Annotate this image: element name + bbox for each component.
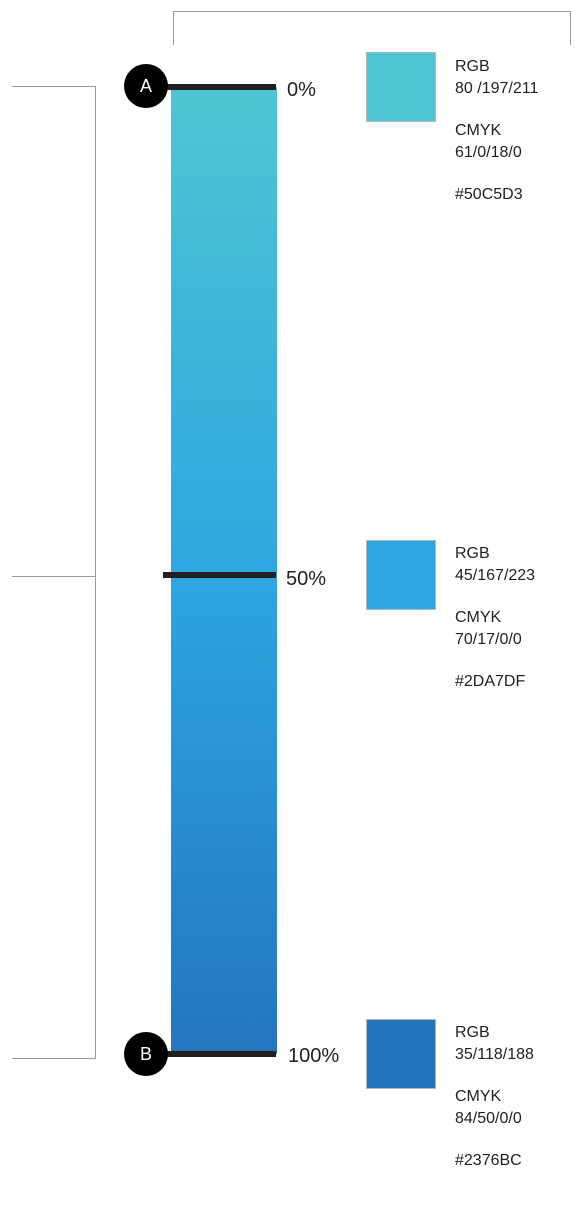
cmyk-value: 84/50/0/0 xyxy=(455,1110,522,1127)
left-bracket-vertical xyxy=(95,86,96,1059)
percent-label-0: 0% xyxy=(287,79,316,101)
left-bracket-top-arm xyxy=(12,86,96,87)
gradient-bar xyxy=(171,87,277,1054)
cmyk-value: 61/0/18/0 xyxy=(455,144,522,161)
top-bracket-right-leg xyxy=(570,11,571,45)
percent-label-50: 50% xyxy=(286,568,327,590)
rgb-value: 35/118/188 xyxy=(455,1046,534,1063)
cmyk-label: CMYK xyxy=(455,609,502,626)
rgb-label: RGB xyxy=(455,1024,490,1041)
hex-value: #2DA7DF xyxy=(455,673,526,690)
cmyk-value: 70/17/0/0 xyxy=(455,631,522,648)
color-swatch-0 xyxy=(366,52,436,122)
left-bracket-bottom-arm xyxy=(12,1058,96,1059)
color-swatch-50 xyxy=(366,540,436,610)
marker-b: B xyxy=(124,1032,168,1076)
tick-0-percent xyxy=(166,84,276,90)
tick-50-percent xyxy=(163,572,276,578)
rgb-label: RGB xyxy=(455,545,490,562)
top-bracket-left-leg xyxy=(173,11,174,45)
hex-value: #2376BC xyxy=(455,1152,522,1169)
cmyk-label: CMYK xyxy=(455,1088,502,1105)
top-bracket-horizontal xyxy=(173,11,570,12)
rgb-value: 45/167/223 xyxy=(455,567,536,584)
color-info-0: RGB 80 /197/211 CMYK 61/0/18/0 #50C5D3 xyxy=(455,56,581,206)
cmyk-label: CMYK xyxy=(455,122,502,139)
color-info-50: RGB 45/167/223 CMYK 70/17/0/0 #2DA7DF xyxy=(455,543,581,693)
percent-label-100: 100% xyxy=(288,1045,340,1067)
marker-a: A xyxy=(124,64,168,108)
left-bracket-middle-arm xyxy=(12,576,96,577)
color-info-100: RGB 35/118/188 CMYK 84/50/0/0 #2376BC xyxy=(455,1022,581,1172)
color-swatch-100 xyxy=(366,1019,436,1089)
tick-100-percent xyxy=(166,1051,276,1057)
hex-value: #50C5D3 xyxy=(455,186,523,203)
rgb-value: 80 /197/211 xyxy=(455,80,539,97)
rgb-label: RGB xyxy=(455,58,490,75)
